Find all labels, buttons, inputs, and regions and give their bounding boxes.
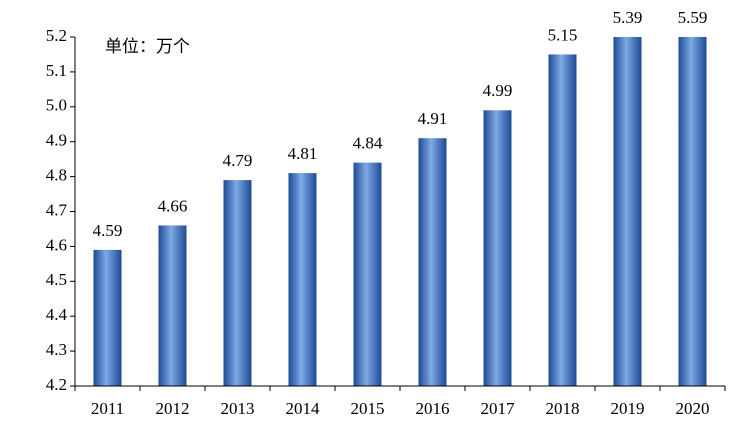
- y-tick-label: 4.7: [46, 200, 68, 219]
- bar: [288, 173, 317, 386]
- y-tick-label: 4.3: [46, 340, 67, 359]
- y-tick-label: 5.1: [46, 61, 67, 80]
- x-tick-label: 2012: [156, 399, 190, 418]
- value-label: 4.81: [288, 144, 318, 163]
- y-tick-label: 4.6: [46, 235, 67, 254]
- y-tick-label: 5.2: [46, 26, 67, 45]
- x-tick-label: 2014: [286, 399, 321, 418]
- bars: [93, 37, 707, 386]
- y-tick-label: 4.2: [46, 375, 67, 394]
- y-tick-label: 4.4: [46, 305, 68, 324]
- value-label: 5.39: [613, 8, 643, 27]
- bar: [158, 225, 187, 386]
- bar: [613, 37, 642, 386]
- x-tick-label: 2020: [676, 399, 710, 418]
- bar: [353, 162, 382, 386]
- bar: [93, 249, 122, 386]
- x-tick-label: 2016: [416, 399, 450, 418]
- x-tick-label: 2017: [481, 399, 516, 418]
- y-tick-label: 4.8: [46, 166, 67, 185]
- x-tick-label: 2018: [546, 399, 580, 418]
- y-tick-label: 5.0: [46, 96, 67, 115]
- value-label: 4.66: [158, 196, 188, 215]
- value-label: 4.84: [353, 134, 383, 153]
- value-label: 4.99: [483, 81, 513, 100]
- bar: [418, 138, 447, 386]
- value-label: 4.59: [93, 221, 123, 240]
- x-tick-label: 2019: [611, 399, 645, 418]
- bar: [483, 110, 512, 386]
- bar: [678, 37, 707, 386]
- x-tick-label: 2011: [91, 399, 124, 418]
- y-tick-label: 4.5: [46, 270, 67, 289]
- y-tick-label: 4.9: [46, 131, 67, 150]
- bar: [548, 54, 577, 386]
- value-label: 4.79: [223, 151, 253, 170]
- bar: [223, 180, 252, 386]
- value-label: 5.59: [678, 8, 708, 27]
- value-label: 5.15: [548, 25, 578, 44]
- value-label: 4.91: [418, 109, 448, 128]
- x-tick-label: 2015: [351, 399, 385, 418]
- x-tick-label: 2013: [221, 399, 255, 418]
- unit-annotation: 单位：万个: [105, 37, 190, 56]
